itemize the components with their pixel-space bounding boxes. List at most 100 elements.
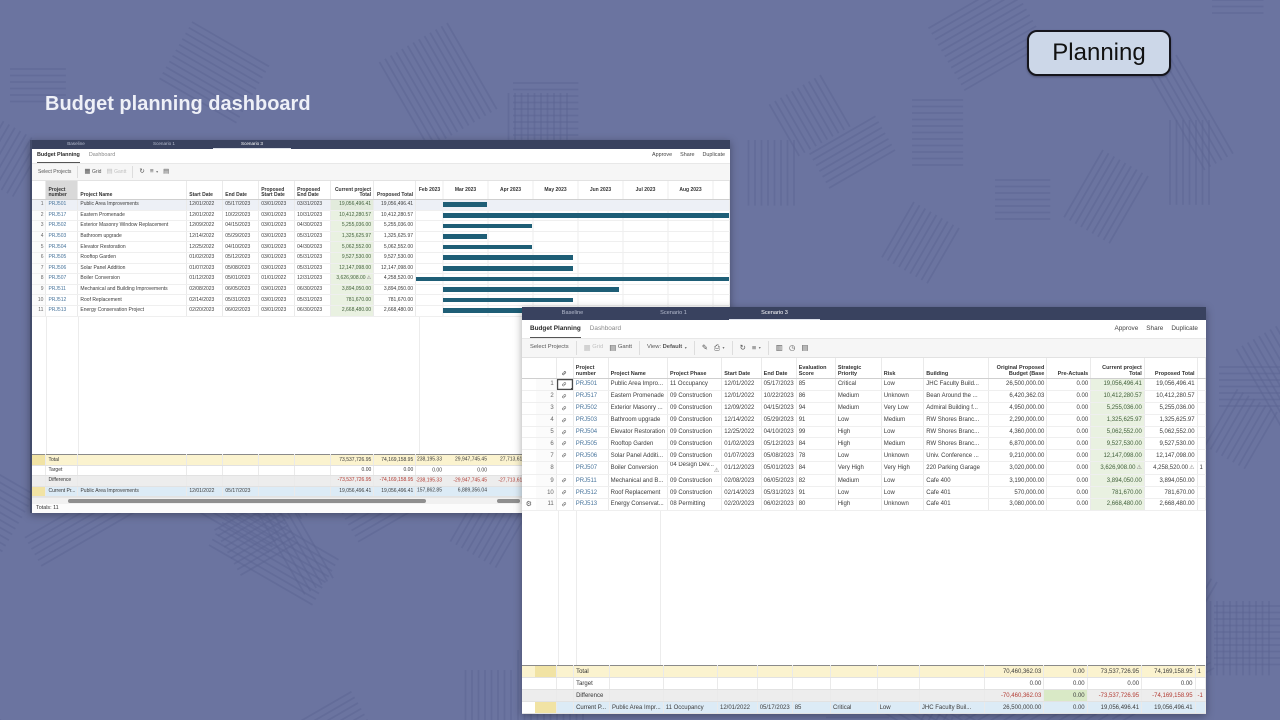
evaluation-score-cell[interactable]: 85 <box>796 378 836 391</box>
row-number-cell[interactable]: 2 <box>535 390 557 403</box>
link-cell[interactable]: ∞ <box>556 414 574 427</box>
refresh-button[interactable]: ↻ <box>740 344 746 352</box>
gantt-scrollbar-thumb[interactable] <box>497 499 520 503</box>
project-number-link[interactable]: PRJ503 <box>575 417 598 424</box>
proposed-start-cell[interactable]: 03/01/2023 <box>258 305 296 317</box>
project-number-cell[interactable]: PRJ501 <box>45 199 79 211</box>
start-date-cell[interactable]: 02/14/2023 <box>186 294 224 306</box>
column-header[interactable]: Current project Total <box>1090 358 1145 379</box>
risk-cell[interactable]: Very Low <box>881 402 925 415</box>
gantt-cell[interactable] <box>415 284 730 296</box>
project-name-cell[interactable]: Boiler Conversion <box>77 273 188 285</box>
project-name-cell[interactable]: Exterior Masonry ... <box>608 402 669 415</box>
proposed-total-cell[interactable]: 5,062,552.00 <box>1144 426 1198 439</box>
end-date-cell[interactable]: 05/17/2023 <box>761 378 797 391</box>
building-cell[interactable]: Bean Around the ... <box>923 390 990 403</box>
evaluation-score-cell[interactable]: 82 <box>796 474 836 488</box>
building-cell[interactable]: Cafe 401 <box>923 498 990 511</box>
project-name-cell[interactable]: Bathroom upgrade <box>608 414 669 427</box>
proposed-total-cell[interactable]: 3,894,050.00 <box>373 284 417 296</box>
gantt-cell[interactable] <box>415 252 730 264</box>
project-name-cell[interactable]: Public Area Impro... <box>608 378 669 391</box>
column-header[interactable]: Proposed Total <box>373 181 417 200</box>
strategic-priority-cell[interactable]: Medium <box>835 402 882 415</box>
link-cell[interactable]: ∞ <box>556 402 574 415</box>
project-phase-cell[interactable]: 09 Construction <box>667 402 723 415</box>
project-name-cell[interactable]: Eastern Promenade <box>608 390 669 403</box>
tab-scenario-1[interactable]: Scenario 1 <box>660 309 687 316</box>
project-name-cell[interactable]: Solar Panel Additi... <box>608 449 669 463</box>
project-number-link[interactable]: PRJ511 <box>575 477 597 484</box>
strategic-priority-cell[interactable]: Low <box>835 414 882 427</box>
row-number-cell[interactable]: 10 <box>32 294 47 306</box>
grid-view-button[interactable]: ▦ Grid <box>84 168 101 176</box>
proposed-start-cell[interactable]: 01/01/2022 <box>258 273 296 285</box>
current-total-cell[interactable]: 3,894,050.00 <box>330 284 375 296</box>
evaluation-score-cell[interactable]: 99 <box>796 426 836 439</box>
column-header[interactable]: End Date <box>222 181 260 200</box>
row-number-cell[interactable]: 3 <box>32 220 47 232</box>
original-budget-cell[interactable]: 4,950,000.00 <box>988 402 1048 415</box>
row-number-cell[interactable]: 5 <box>535 426 557 439</box>
proposed-total-cell[interactable]: 2,668,480.00 <box>373 305 417 317</box>
proposed-end-cell[interactable]: 05/31/2023 <box>294 231 332 243</box>
tab-baseline[interactable]: Baseline <box>67 141 85 147</box>
project-name-cell[interactable]: Mechanical and Building Improvements <box>77 284 188 296</box>
project-phase-cell[interactable]: 09 Construction <box>667 474 723 488</box>
end-date-cell[interactable]: 10/22/2023 <box>761 390 797 403</box>
evaluation-score-cell[interactable]: 78 <box>796 449 836 463</box>
row-number-cell[interactable]: 1 <box>535 378 557 391</box>
column-header[interactable]: Project Phase <box>667 358 723 379</box>
row-number-cell[interactable]: 8 <box>535 461 557 476</box>
project-number-link[interactable]: PRJ505 <box>575 440 598 447</box>
row-number-cell[interactable]: 9 <box>32 284 47 296</box>
project-name-cell[interactable]: Rooftop Garden <box>608 437 669 451</box>
evaluation-score-cell[interactable]: 94 <box>796 402 836 415</box>
end-date-cell[interactable]: 05/12/2023 <box>222 252 260 264</box>
scrollbar-thumb[interactable] <box>68 499 426 503</box>
row-number-cell[interactable]: 5 <box>32 241 47 253</box>
menu-budget-planning[interactable]: Budget Planning <box>37 149 80 163</box>
gantt-cell[interactable] <box>415 220 730 232</box>
proposed-total-cell[interactable]: 12,147,098.00 <box>1144 449 1198 463</box>
building-cell[interactable]: Univ. Conference ... <box>923 449 990 463</box>
start-date-cell[interactable]: 12/01/2022 <box>186 199 224 211</box>
risk-cell[interactable]: Unknown <box>881 449 925 463</box>
select-projects-button[interactable]: Select Projects <box>530 344 569 351</box>
project-number-cell[interactable]: PRJ506 <box>45 263 79 275</box>
horizontal-scrollbar[interactable] <box>32 497 730 504</box>
gear-icon[interactable]: ⚙ <box>525 500 532 508</box>
column-header[interactable]: Building <box>923 358 990 379</box>
gantt-bar[interactable] <box>443 297 574 303</box>
column-header[interactable]: End Date <box>761 358 797 379</box>
project-number-cell[interactable]: PRJ517 <box>573 390 609 403</box>
building-cell[interactable]: Cafe 401 <box>923 486 990 500</box>
evaluation-score-cell[interactable]: 84 <box>796 461 836 476</box>
building-cell[interactable]: RW Shores Branc... <box>923 414 990 427</box>
gantt-bar[interactable] <box>443 265 574 271</box>
link-column-header[interactable]: ∞ <box>556 358 574 379</box>
current-total-cell[interactable]: 19,056,496.41 <box>1090 378 1145 391</box>
row-number-cell[interactable]: 6 <box>535 437 557 451</box>
current-total-cell[interactable]: 10,412,280.57 <box>1090 390 1145 403</box>
tab-scenario-3[interactable]: Scenario 3 <box>724 307 825 320</box>
gantt-cell[interactable] <box>415 294 730 306</box>
pre-actuals-cell[interactable]: 0.00 <box>1046 498 1092 511</box>
project-number-link[interactable]: PRJ504 <box>48 243 67 250</box>
project-phase-cell[interactable]: 04 Design Dev... ⚠ <box>667 461 723 476</box>
column-header[interactable]: Original Proposed Budget (Base <box>988 358 1048 379</box>
gantt-bar[interactable] <box>443 212 729 218</box>
strategic-priority-cell[interactable]: Medium <box>835 474 882 488</box>
end-date-cell[interactable]: 04/10/2023 <box>761 426 797 439</box>
proposed-total-cell[interactable]: 781,670.00 <box>373 294 417 306</box>
project-number-cell[interactable]: PRJ503 <box>573 414 609 427</box>
share-button[interactable]: Share <box>1146 324 1164 332</box>
project-number-link[interactable]: PRJ501 <box>48 201 67 208</box>
project-number-cell[interactable]: PRJ511 <box>573 474 609 488</box>
pre-actuals-cell[interactable]: 0.00 <box>1046 486 1092 500</box>
start-date-cell[interactable]: 12/09/2022 <box>721 402 762 415</box>
tab-baseline[interactable]: Baseline <box>561 309 584 316</box>
project-number-link[interactable]: PRJ504 <box>575 429 598 435</box>
link-cell[interactable] <box>556 461 574 476</box>
row-number-cell[interactable]: 2 <box>32 210 47 222</box>
